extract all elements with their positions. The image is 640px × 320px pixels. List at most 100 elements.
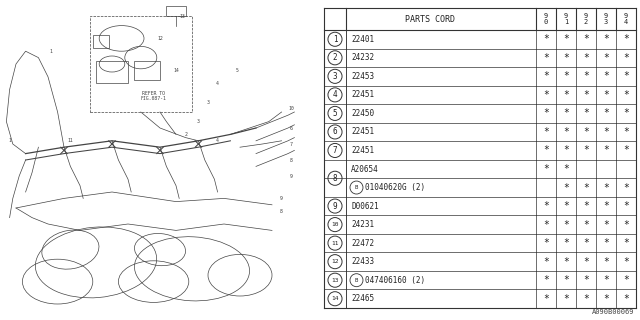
Text: 12: 12 [332,259,339,264]
Text: 8: 8 [333,174,337,183]
Text: 22465: 22465 [351,294,374,303]
Text: PARTS CORD: PARTS CORD [405,14,455,23]
Text: *: * [563,164,569,174]
Text: *: * [603,71,609,81]
Text: 9
4: 9 4 [624,13,628,25]
Text: *: * [543,108,549,118]
Text: *: * [563,90,569,100]
Text: *: * [623,294,629,304]
Text: B: B [355,278,358,283]
Text: 6: 6 [290,125,292,131]
Text: *: * [623,182,629,193]
Text: 22401: 22401 [351,35,374,44]
Text: 3: 3 [333,72,337,81]
Text: *: * [603,34,609,44]
Text: 10: 10 [332,222,339,227]
Text: *: * [563,182,569,193]
Text: *: * [623,146,629,156]
Text: *: * [603,201,609,211]
Text: 1: 1 [8,138,11,143]
Text: *: * [563,53,569,63]
Text: A090B00069: A090B00069 [591,309,634,315]
Text: *: * [583,220,589,230]
Text: *: * [543,238,549,248]
Text: 14: 14 [332,296,339,301]
Text: 3: 3 [207,100,209,105]
Text: 5: 5 [236,68,238,73]
Text: *: * [563,127,569,137]
Text: 047406160 (2): 047406160 (2) [365,276,425,285]
Text: 6: 6 [333,127,337,136]
Text: *: * [563,201,569,211]
Text: 22450: 22450 [351,109,374,118]
Text: 8: 8 [290,157,292,163]
Text: 24232: 24232 [351,53,374,62]
Bar [93,35,109,48]
Text: *: * [583,182,589,193]
Text: 7: 7 [290,141,292,147]
Text: 9
3: 9 3 [604,13,608,25]
Text: 12: 12 [157,36,163,41]
Text: *: * [583,294,589,304]
Text: *: * [623,275,629,285]
Text: 13: 13 [180,13,185,19]
Text: *: * [583,108,589,118]
Text: 22453: 22453 [351,72,374,81]
Text: *: * [563,34,569,44]
Text: *: * [583,90,589,100]
Text: 2: 2 [333,53,337,62]
Text: D00621: D00621 [351,202,379,211]
Text: *: * [583,146,589,156]
Text: *: * [543,164,549,174]
Text: *: * [623,71,629,81]
Text: *: * [603,182,609,193]
Text: *: * [563,71,569,81]
Text: *: * [543,71,549,81]
Text: *: * [583,34,589,44]
Text: *: * [543,294,549,304]
Text: 22472: 22472 [351,239,374,248]
Text: 4: 4 [216,81,219,86]
Text: *: * [603,257,609,267]
Text: 22451: 22451 [351,146,374,155]
Text: *: * [563,238,569,248]
Text: 22451: 22451 [351,127,374,136]
Text: 13: 13 [332,278,339,283]
Bar [96,61,128,83]
Text: *: * [623,53,629,63]
Text: 9
2: 9 2 [584,13,588,25]
Text: 1: 1 [50,49,52,54]
Text: *: * [603,275,609,285]
Text: 9: 9 [333,202,337,211]
Text: *: * [603,238,609,248]
Text: 14: 14 [173,68,179,73]
Text: *: * [543,34,549,44]
Text: *: * [563,275,569,285]
Text: *: * [583,275,589,285]
Text: *: * [583,201,589,211]
Text: *: * [603,146,609,156]
Text: 4: 4 [216,138,219,143]
Text: 22433: 22433 [351,257,374,266]
Text: *: * [603,108,609,118]
Bar [134,61,160,80]
Text: 8: 8 [280,209,283,214]
Text: *: * [543,275,549,285]
Text: *: * [603,220,609,230]
Text: *: * [623,238,629,248]
Text: *: * [563,220,569,230]
Text: *: * [543,257,549,267]
Text: 4: 4 [333,90,337,100]
Text: 11: 11 [332,241,339,246]
Text: *: * [623,34,629,44]
Text: 3: 3 [197,119,200,124]
Text: *: * [583,238,589,248]
Bar [90,16,192,112]
Text: *: * [603,53,609,63]
Text: *: * [623,127,629,137]
Text: B: B [355,185,358,190]
Text: *: * [603,294,609,304]
Text: 9
0: 9 0 [544,13,548,25]
Text: *: * [623,90,629,100]
Text: *: * [583,257,589,267]
